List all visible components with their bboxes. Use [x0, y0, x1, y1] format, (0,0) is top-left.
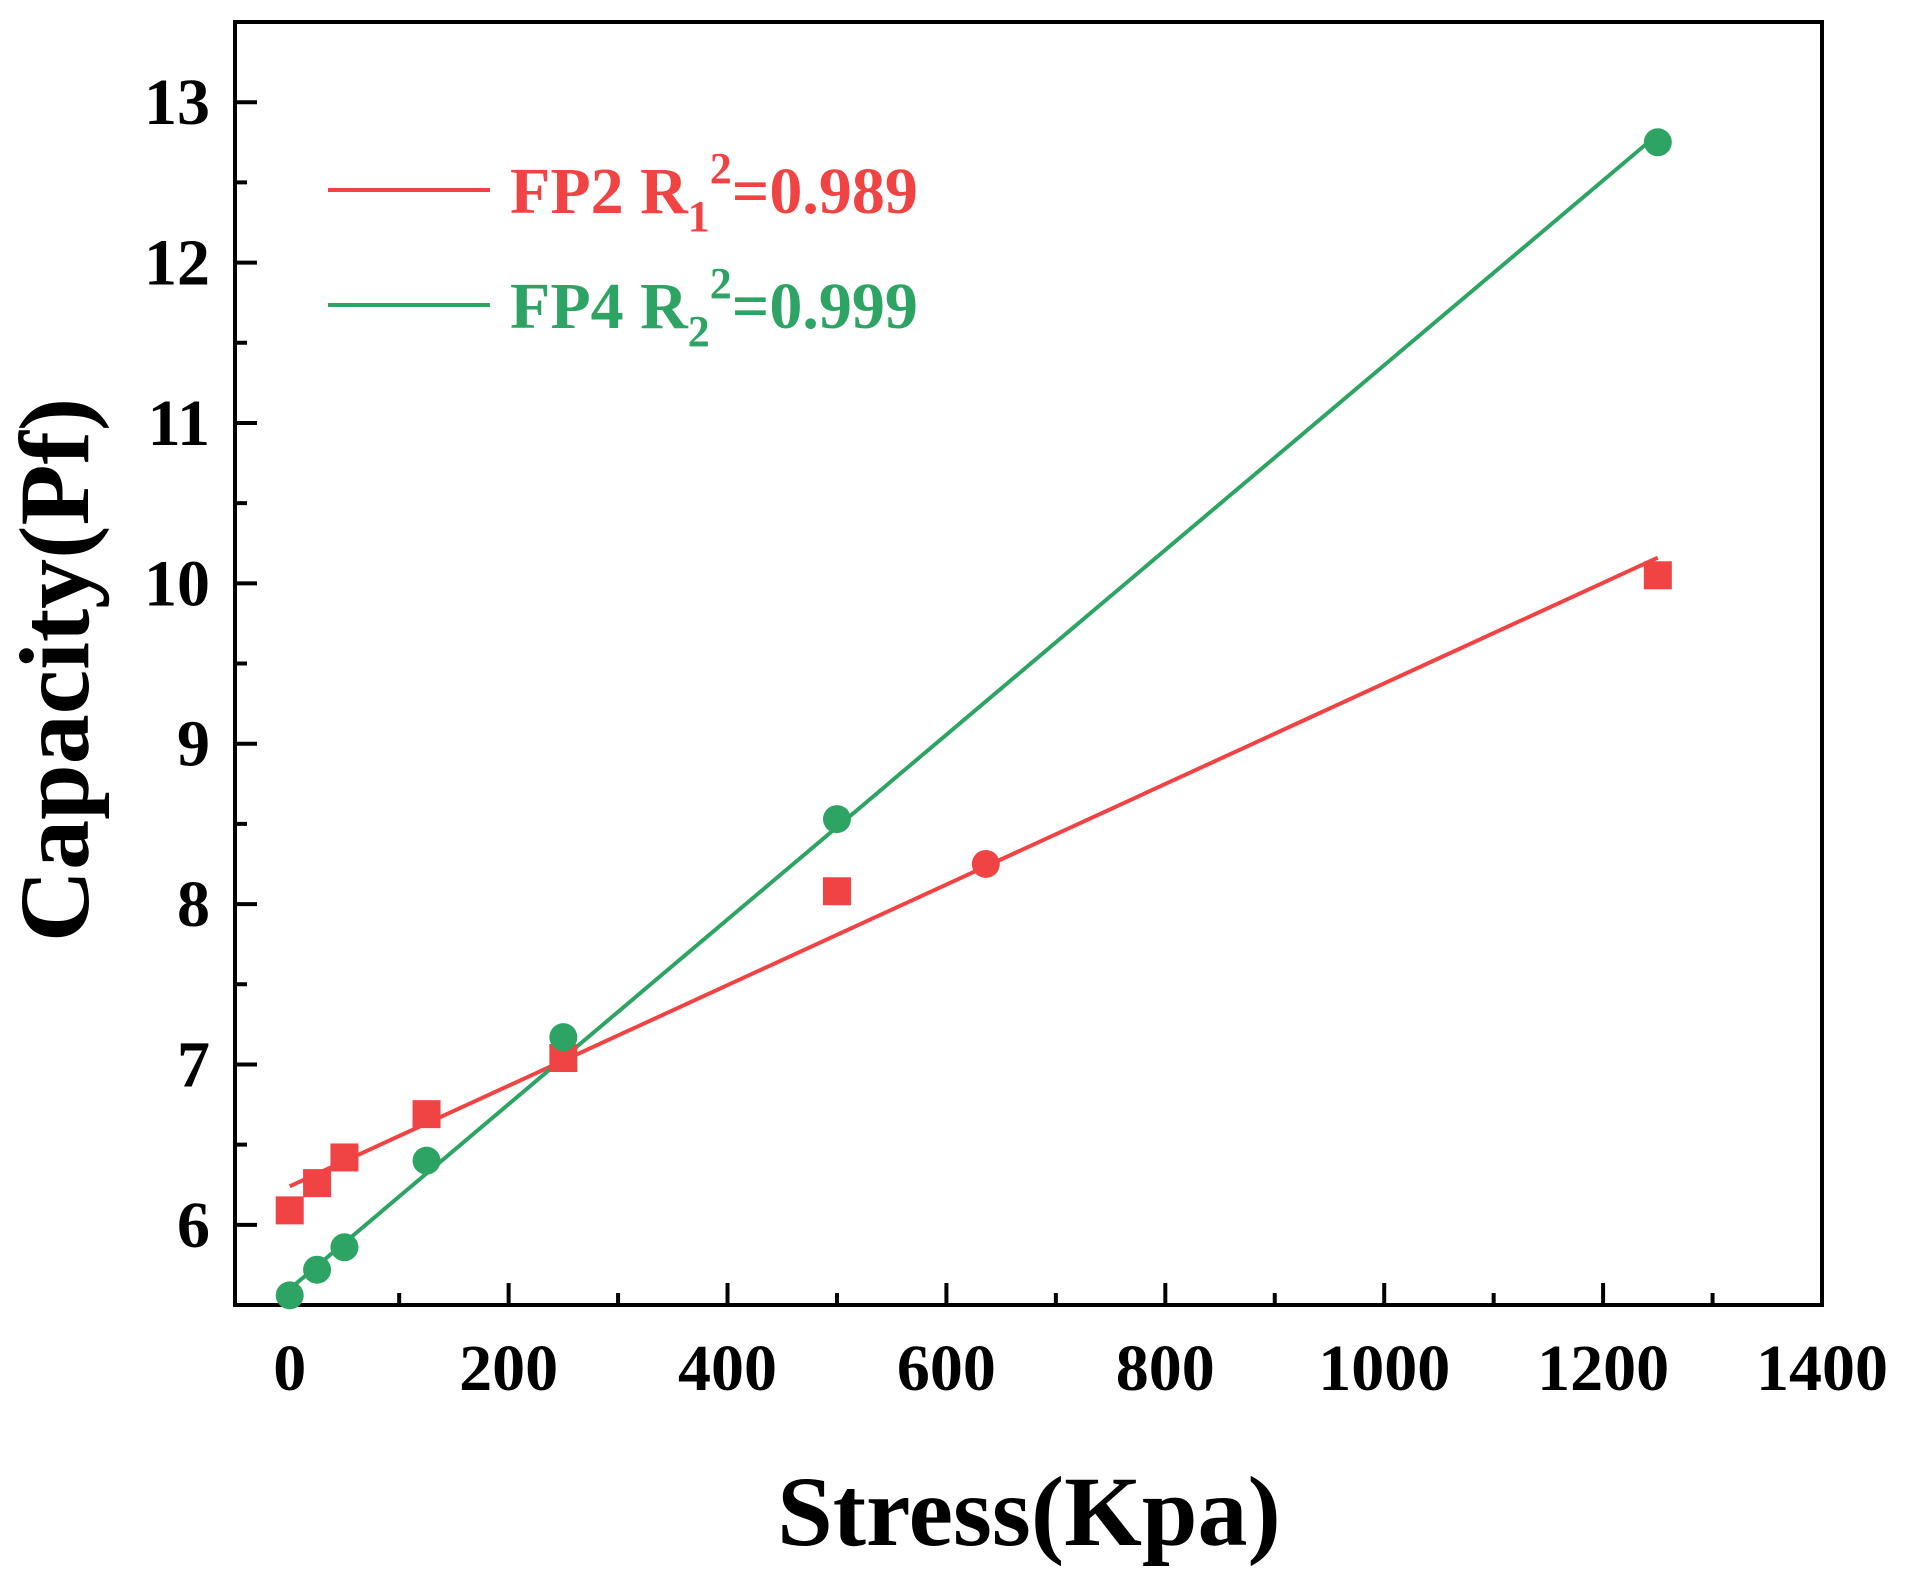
data-point-fp2: [275, 1196, 304, 1225]
y-axis-title: Capacity(Pf): [0, 398, 110, 942]
data-point-fp4: [822, 805, 851, 834]
data-point-fp4: [1643, 128, 1672, 157]
y-tick-label: 11: [148, 387, 210, 460]
legend-label-fp4: FP4 R22=0.999: [510, 259, 918, 356]
data-point-fp4: [412, 1146, 441, 1175]
data-point-fp4: [330, 1233, 359, 1262]
legend-superscript: 2: [710, 259, 732, 308]
x-tick-label: 1200: [1537, 1332, 1669, 1405]
legend-r2-value: =0.989: [732, 155, 918, 228]
x-tick-label: 400: [678, 1332, 777, 1405]
data-point-fp4: [549, 1023, 578, 1052]
y-axis: 6 7 8 9 10 11 12 13: [144, 20, 257, 1307]
legend-subscript: 1: [688, 192, 710, 241]
y-tick-label: 12: [144, 227, 210, 300]
y-tick-label: 7: [177, 1028, 210, 1101]
x-tick-label: 1000: [1318, 1332, 1450, 1405]
data-markers: [275, 128, 1672, 1310]
x-tick-label: 200: [459, 1332, 558, 1405]
x-axis: 0 200 400 600 800 1000 1200 1400: [273, 1283, 1888, 1405]
legend-superscript: 2: [710, 144, 732, 193]
y-tick-label: 10: [144, 547, 210, 620]
y-tick-label: 13: [144, 66, 210, 139]
fit-lines: [288, 132, 1660, 1291]
y-tick-label: 9: [177, 708, 210, 781]
data-point-fp2: [412, 1100, 441, 1129]
legend-prefix: FP2 R: [510, 155, 689, 228]
data-point-fp2: [330, 1143, 359, 1172]
x-tick-label: 600: [897, 1332, 996, 1405]
data-point-fp4: [303, 1255, 332, 1284]
y-tick-label: 6: [177, 1189, 210, 1262]
x-axis-title: Stress(Kpa): [777, 1456, 1281, 1567]
legend-r2-value: =0.999: [732, 270, 918, 343]
x-tick-label: 800: [1116, 1332, 1215, 1405]
x-tick-label: 1400: [1756, 1332, 1888, 1405]
legend-subscript: 2: [688, 307, 710, 356]
data-point-fp2: [822, 877, 851, 906]
data-point-fp2: [1643, 561, 1672, 590]
legend-prefix: FP4 R: [510, 270, 689, 343]
data-point-fp2: [971, 849, 1000, 878]
x-tick-label: 0: [273, 1332, 306, 1405]
fit-line-fp2: [288, 555, 1659, 1189]
data-point-fp4: [275, 1281, 304, 1310]
data-point-fp2: [303, 1169, 332, 1198]
fit-line-fp4: [288, 132, 1660, 1291]
y-tick-label: 8: [177, 868, 210, 941]
legend-label-fp2: FP2 R12=0.989: [510, 144, 918, 241]
